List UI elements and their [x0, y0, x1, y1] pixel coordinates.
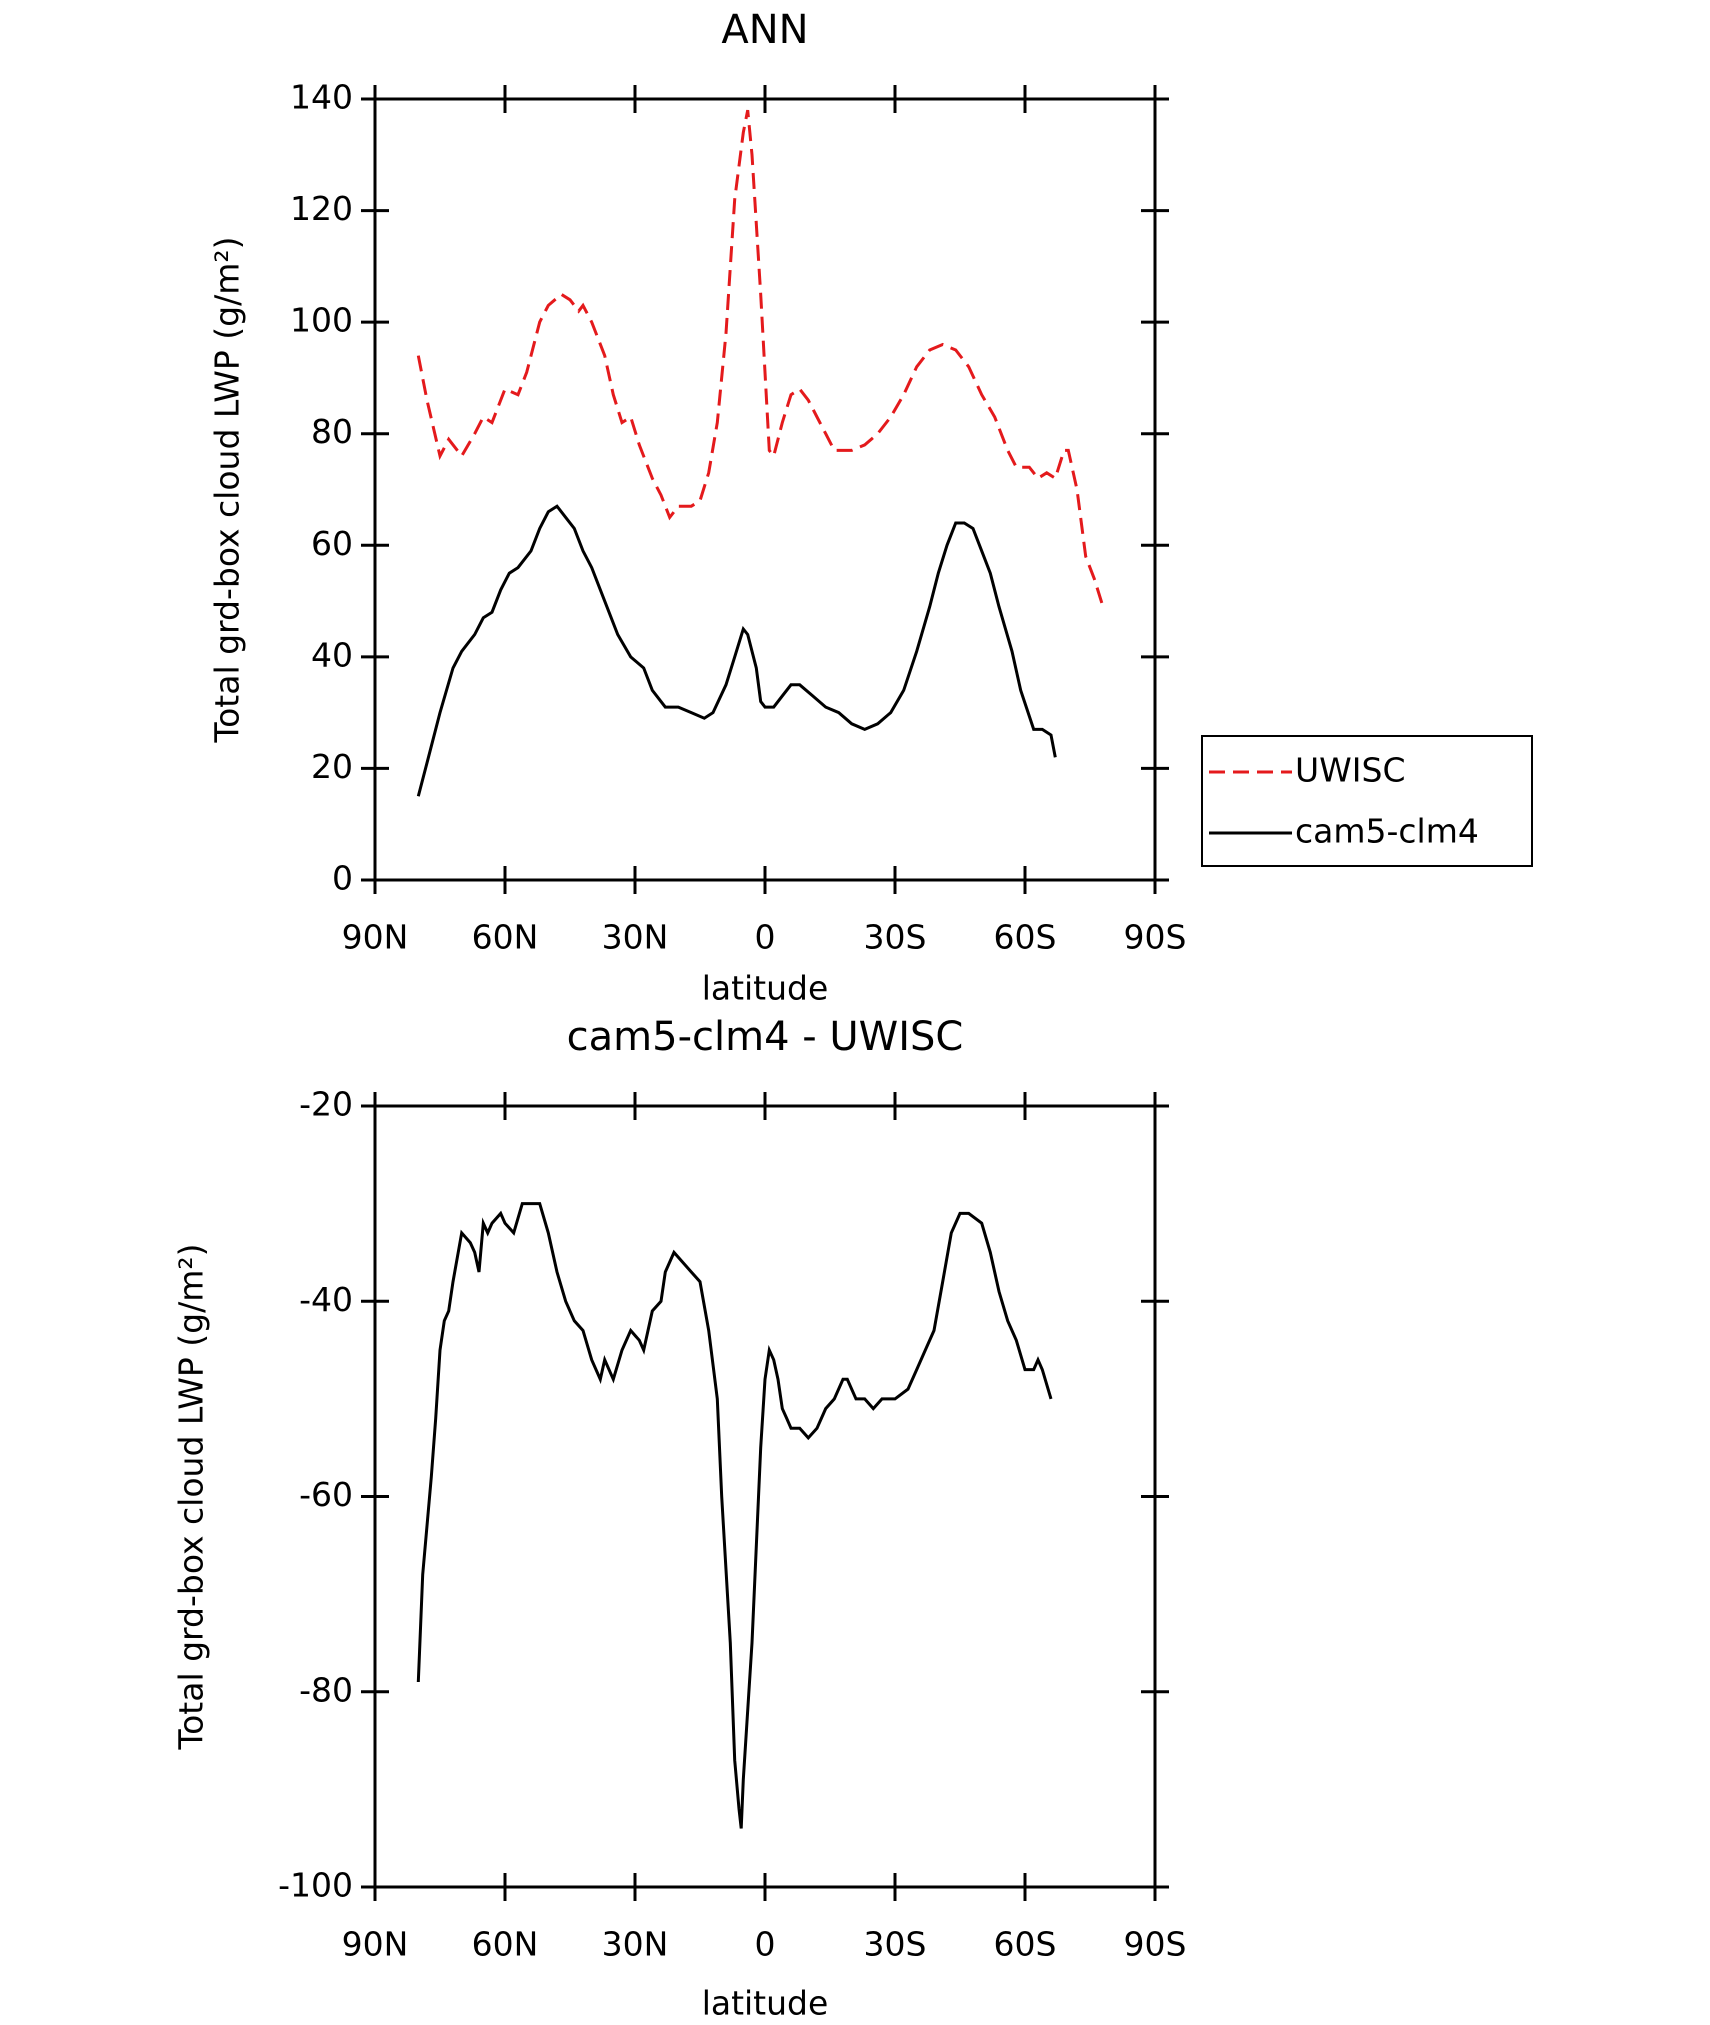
legend-label: cam5-clm4: [1295, 812, 1479, 851]
y-tick-label: 60: [311, 524, 353, 563]
x-tick-label: 0: [755, 918, 776, 957]
y-tick-label: 120: [290, 189, 353, 228]
x-axis-label: latitude: [702, 1984, 829, 2022]
x-tick-label: 30N: [602, 918, 669, 957]
y-tick-label: -60: [299, 1475, 353, 1514]
plot-frame: [373, 97, 1157, 882]
y-tick-label: 20: [311, 747, 353, 786]
y-tick-label: 40: [311, 635, 353, 674]
x-axis-label: latitude: [702, 969, 829, 1008]
y-tick-label: 0: [332, 859, 353, 898]
x-tick-label: 30S: [864, 918, 927, 957]
x-tick-label: 90S: [1124, 918, 1187, 957]
chart-title: ANN: [721, 7, 808, 53]
x-tick-label: 30N: [602, 1925, 669, 1964]
y-tick-label: -80: [299, 1670, 353, 1709]
x-tick-label: 60N: [472, 1925, 539, 1964]
x-tick-label: 60N: [472, 918, 539, 957]
chart-title: cam5-clm4 - UWISC: [567, 1014, 964, 1060]
y-axis-label: Total grd-box cloud LWP (g/m²): [208, 237, 247, 744]
y-tick-label: 100: [290, 301, 353, 340]
x-tick-label: 60S: [994, 918, 1057, 957]
x-tick-label: 90N: [342, 1925, 409, 1964]
data-line: [416, 109, 1105, 608]
x-tick-label: 90S: [1124, 1925, 1187, 1964]
y-tick-label: 140: [290, 78, 353, 117]
x-tick-label: 90N: [342, 918, 409, 957]
y-axis-label: Total grd-box cloud LWP (g/m²): [172, 1244, 211, 1751]
x-tick-label: 0: [755, 1925, 776, 1964]
data-line: [416, 504, 1057, 797]
y-tick-label: 80: [311, 412, 353, 451]
y-tick-label: -40: [299, 1280, 353, 1319]
data-line: [416, 1202, 1053, 1829]
y-tick-label: -100: [278, 1866, 353, 1905]
x-tick-label: 30S: [864, 1925, 927, 1964]
x-tick-label: 60S: [994, 1925, 1057, 1964]
legend-label: UWISC: [1295, 751, 1406, 790]
y-tick-label: -20: [299, 1085, 353, 1124]
legend-box: [1201, 735, 1533, 867]
